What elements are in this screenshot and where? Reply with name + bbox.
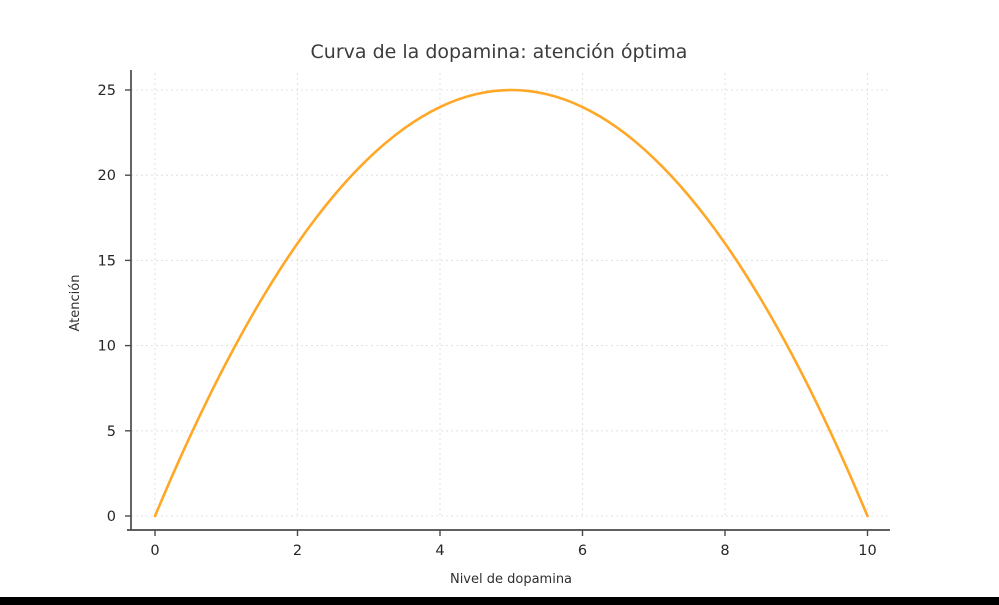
vertical-gridlines — [154, 73, 869, 516]
x-tick-label-0: 0 — [150, 543, 159, 559]
y-tick-label-25: 25 — [98, 83, 116, 99]
x-tick-marks — [154, 530, 869, 536]
horizontal-gridlines — [131, 89, 890, 517]
bottom-black-band — [0, 597, 999, 605]
x-tick-label-10: 10 — [858, 543, 876, 559]
y-tick-label-0: 0 — [107, 509, 116, 525]
x-tick-label-2: 2 — [293, 543, 302, 559]
chart-title: Curva de la dopamina: atención óptima — [311, 41, 688, 63]
y-tick-label-20: 20 — [98, 168, 116, 184]
x-tick-label-8: 8 — [720, 543, 729, 559]
series-line-atencion — [153, 88, 869, 518]
y-tick-label-15: 15 — [98, 253, 116, 269]
x-tick-labels: 0 2 4 6 8 10 — [150, 543, 876, 559]
y-tick-label-10: 10 — [98, 339, 116, 355]
y-tick-labels: 0 5 10 15 20 25 — [98, 83, 116, 525]
y-axis-label: Atención — [68, 275, 83, 332]
x-tick-label-4: 4 — [435, 543, 444, 559]
x-axis-label: Nivel de dopamina — [450, 572, 572, 587]
y-tick-label-5: 5 — [107, 424, 116, 440]
x-tick-label-6: 6 — [578, 543, 587, 559]
y-tick-marks — [125, 89, 131, 517]
